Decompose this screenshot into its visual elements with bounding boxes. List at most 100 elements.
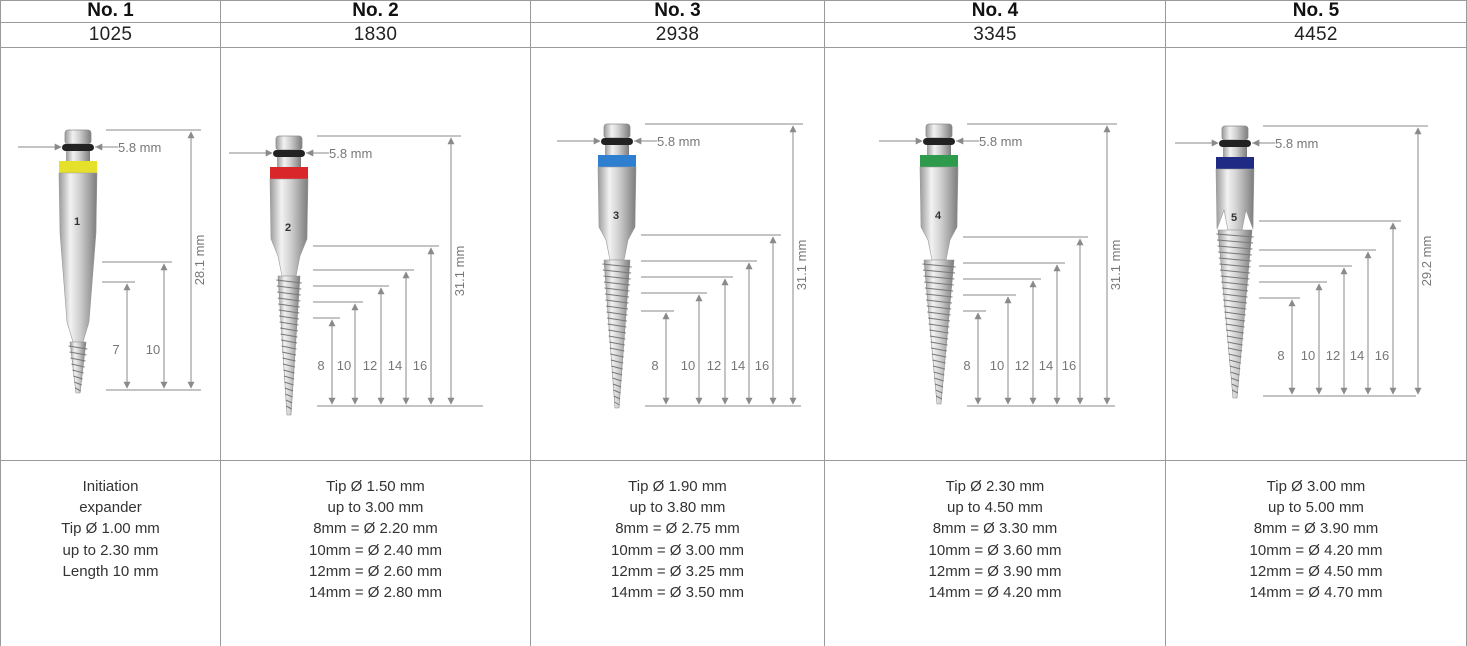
table-rule [1, 47, 1466, 48]
column-title: No. 5 [1292, 0, 1340, 21]
spec-text: Initiation expander Tip Ø 1.00 mm up to 2.3… [1, 476, 220, 582]
screw-thread [277, 275, 301, 416]
o-ring [62, 144, 94, 151]
spec-line: 14mm = Ø 4.70 mm [1249, 584, 1383, 602]
spec-line: 14mm = Ø 4.20 mm [928, 584, 1062, 602]
depth-label: 16 [1375, 348, 1389, 363]
total-length-label: 31.1 mm [452, 246, 467, 297]
spec-line: up to 3.80 mm [629, 499, 726, 517]
shaft-number: 1 [74, 216, 80, 228]
spec-line: Tip Ø 1.90 mm [628, 478, 727, 495]
total-length-label: 31.1 mm [794, 240, 809, 291]
depth-label: 14 [1350, 348, 1364, 363]
spec-line: 10mm = Ø 3.00 mm [611, 541, 744, 559]
depth-label: 10 [1301, 348, 1315, 363]
spec-line: 12mm = Ø 3.25 mm [611, 562, 744, 580]
expander-drawing: 2 5.8 mm 31.1 mm 8 10 12 14 16 [229, 135, 483, 416]
spec-line: 12mm = Ø 3.90 mm [928, 562, 1062, 580]
total-length-label: 29.2 mm [1419, 236, 1434, 287]
neck-diameter-label: 5.8 mm [979, 134, 1022, 149]
depth-label: 10 [681, 358, 695, 373]
expander-drawing: 5 5.8 mm 29.2 mm 8 10 12 14 16 [1175, 125, 1434, 399]
expander-illustration: 4 5.8 mm 31.1 mm 8 10 12 14 16 [825, 48, 1165, 460]
depth-label: 10 [146, 342, 160, 357]
table-rule [1, 0, 1466, 1]
expander-neck [66, 151, 90, 161]
neck-diameter-label: 5.8 mm [329, 146, 372, 161]
depth-label: 8 [963, 358, 970, 373]
spec-line: Tip Ø 1.50 mm [326, 478, 425, 495]
article-number: 2938 [655, 24, 700, 45]
article-number: 1830 [353, 24, 398, 45]
column-divider [530, 0, 531, 646]
depth-label: 12 [707, 358, 721, 373]
spec-text: Tip Ø 3.00 mm up to 5.00 mm 8mm = Ø 3.90 m… [1166, 476, 1466, 603]
expander-neck [605, 145, 629, 155]
color-code-band [270, 167, 308, 179]
spec-line: Length 10 mm [62, 562, 159, 580]
spec-line: 8mm = Ø 3.90 mm [1253, 520, 1379, 538]
color-code-band [59, 161, 97, 173]
column-divider [824, 0, 825, 646]
shaft-number: 3 [613, 210, 619, 222]
depth-label: 7 [112, 342, 119, 357]
spec-line: Tip Ø 3.00 mm [1266, 478, 1366, 495]
expander-neck [927, 145, 951, 155]
expander-illustration: 1 5.8 mm 28.1 mm 7 10 [1, 48, 220, 460]
article-number: 3345 [973, 24, 1017, 45]
total-length-label: 31.1 mm [1108, 240, 1123, 291]
spec-text: Tip Ø 1.90 mm up to 3.80 mm 8mm = Ø 2.75 m… [531, 476, 824, 603]
depth-label: 14 [731, 358, 745, 373]
o-ring [601, 138, 633, 145]
expander-illustration: 3 5.8 mm 31.1 mm 8 10 12 14 16 [531, 48, 824, 460]
depth-label: 16 [1062, 358, 1076, 373]
article-number: 1025 [88, 24, 133, 45]
expander-head [64, 129, 92, 145]
expander-illustration: 5 5.8 mm 29.2 mm 8 10 12 14 16 [1166, 48, 1466, 460]
color-code-band [1216, 157, 1254, 169]
depth-label: 8 [317, 358, 324, 373]
shaft-number: 4 [935, 210, 942, 222]
o-ring [923, 138, 955, 145]
total-length-label: 28.1 mm [192, 235, 207, 286]
expander-head [925, 123, 953, 139]
expander-head [603, 123, 631, 139]
column-divider [220, 0, 221, 646]
table-rule [1, 22, 1466, 23]
spec-line: 12mm = Ø 4.50 mm [1249, 562, 1383, 580]
depth-label: 12 [363, 358, 377, 373]
spec-line: 10mm = Ø 3.60 mm [928, 541, 1062, 559]
column-title: No. 1 [87, 0, 134, 21]
spec-text: Tip Ø 2.30 mm up to 4.50 mm 8mm = Ø 3.30 m… [825, 476, 1165, 603]
expander-head [275, 135, 303, 151]
spec-text: Tip Ø 1.50 mm up to 3.00 mm 8mm = Ø 2.20 m… [221, 476, 530, 603]
o-ring [273, 150, 305, 157]
table-rule [1, 460, 1466, 461]
spec-line: 10mm = Ø 4.20 mm [1249, 541, 1383, 559]
shaft-number: 5 [1231, 212, 1237, 224]
column-title: No. 4 [971, 0, 1019, 21]
depth-label: 12 [1326, 348, 1340, 363]
color-code-band [920, 155, 958, 167]
depth-label: 16 [755, 358, 769, 373]
depth-label: 10 [990, 358, 1004, 373]
depth-label: 8 [1277, 348, 1284, 363]
depth-label: 8 [651, 358, 658, 373]
screw-thread [69, 341, 87, 394]
depth-label: 14 [1039, 358, 1053, 373]
neck-diameter-label: 5.8 mm [657, 134, 700, 149]
spec-line: up to 5.00 mm [1268, 499, 1364, 517]
depth-label: 12 [1015, 358, 1029, 373]
expander-neck [1223, 147, 1247, 157]
spec-line: Tip Ø 2.30 mm [945, 478, 1045, 495]
depth-label: 14 [388, 358, 402, 373]
spec-line: 8mm = Ø 2.75 mm [615, 520, 740, 538]
spec-line: up to 3.00 mm [327, 499, 424, 517]
expander-body [58, 172, 98, 343]
neck-diameter-label: 5.8 mm [1275, 136, 1318, 151]
depth-label: 16 [413, 358, 427, 373]
spec-line: 14mm = Ø 2.80 mm [309, 584, 442, 602]
color-code-band [598, 155, 636, 167]
expander-drawing: 3 5.8 mm 31.1 mm 8 10 12 14 16 [557, 123, 809, 409]
